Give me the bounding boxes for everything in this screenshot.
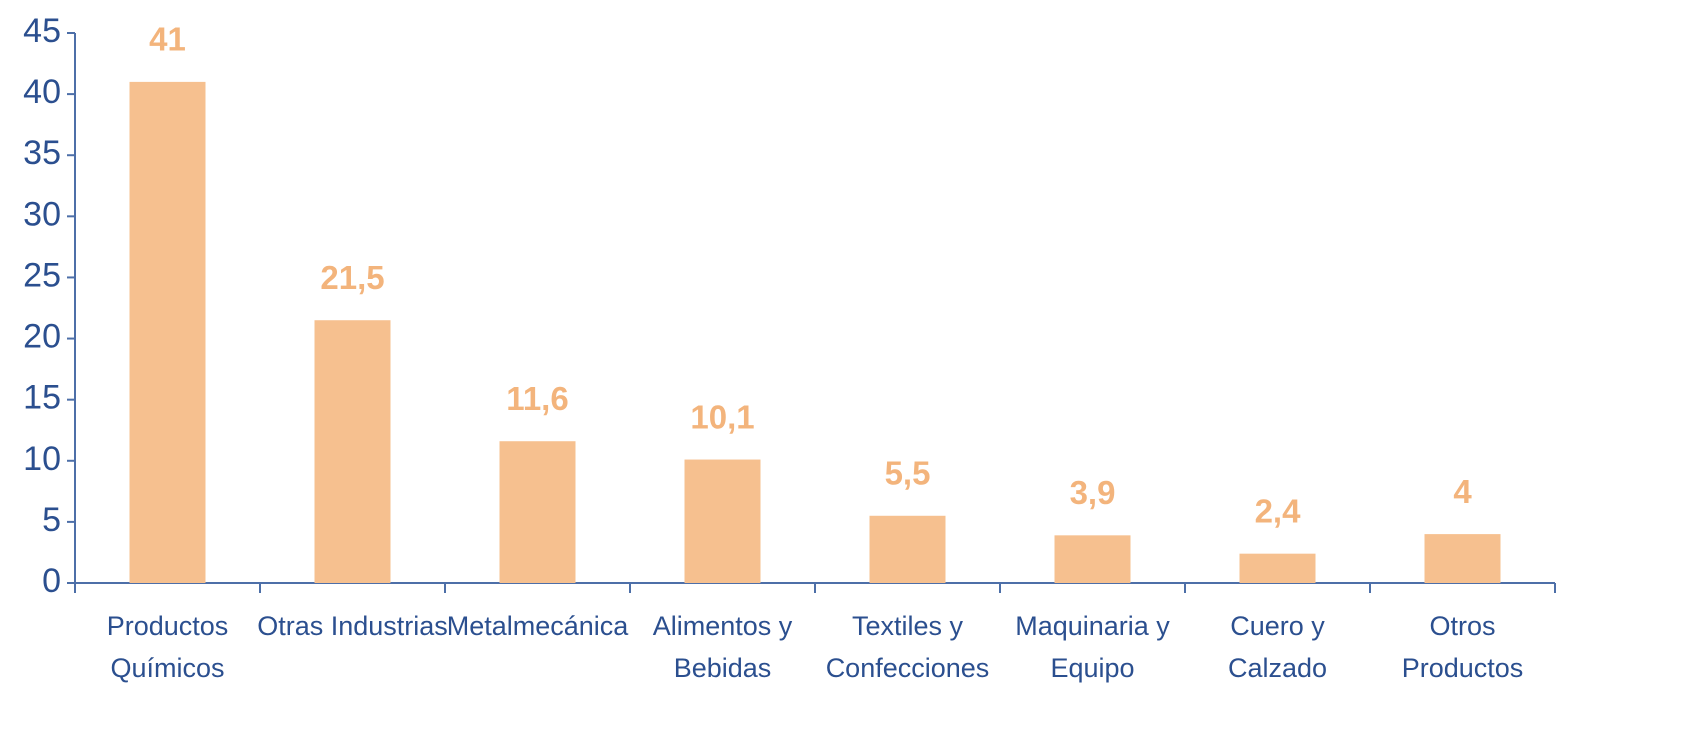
bar <box>314 320 391 583</box>
x-tick-label: Confecciones <box>826 653 990 683</box>
x-tick-label: Productos <box>107 611 229 641</box>
x-tick-label: Calzado <box>1228 653 1327 683</box>
value-label: 10,1 <box>690 398 754 435</box>
x-tick-label: Cuero y <box>1230 611 1325 641</box>
y-tick-label: 35 <box>23 134 61 172</box>
value-label: 21,5 <box>320 259 384 296</box>
y-tick-label: 25 <box>23 256 61 294</box>
x-tick-label: Químicos <box>110 653 224 683</box>
y-tick-label: 40 <box>23 73 61 111</box>
y-tick-label: 5 <box>42 501 61 539</box>
y-tick-label: 15 <box>23 379 61 417</box>
y-tick-label: 0 <box>42 562 61 600</box>
y-tick-label: 30 <box>23 195 61 233</box>
value-label: 4 <box>1453 473 1472 510</box>
bar <box>1424 534 1501 583</box>
x-tick-label: Otros <box>1429 611 1495 641</box>
y-tick-label: 45 <box>23 12 61 50</box>
bar <box>684 459 761 583</box>
value-label: 3,9 <box>1070 474 1116 511</box>
bar <box>869 515 946 583</box>
x-tick-label: Otras Industrias <box>257 611 448 641</box>
bar <box>1239 553 1316 583</box>
x-tick-label: Productos <box>1402 653 1524 683</box>
x-tick-label: Metalmecánica <box>447 611 630 641</box>
y-tick-label: 20 <box>23 318 61 356</box>
bar <box>129 81 206 583</box>
x-tick-label: Textiles y <box>852 611 964 641</box>
value-label: 41 <box>149 21 186 58</box>
x-tick-label: Maquinaria y <box>1015 611 1170 641</box>
x-tick-label: Equipo <box>1050 653 1134 683</box>
value-label: 11,6 <box>506 380 568 417</box>
bar <box>499 441 576 583</box>
bar <box>1054 535 1131 583</box>
y-tick-label: 10 <box>23 440 61 478</box>
value-label: 2,4 <box>1255 492 1302 529</box>
x-tick-label: Bebidas <box>674 653 772 683</box>
x-tick-label: Alimentos y <box>653 611 793 641</box>
value-label: 5,5 <box>885 454 931 491</box>
